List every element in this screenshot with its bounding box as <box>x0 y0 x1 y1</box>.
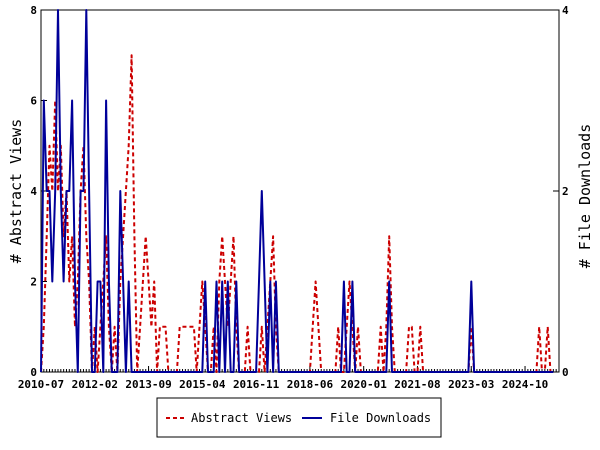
x-tick-label: 2018-06 <box>287 378 334 391</box>
x-tick-label: 2016-11 <box>233 378 280 391</box>
x-axis: 2010-07 2012-02 2013-09 2015-04 2016-11 2018-… <box>18 366 560 391</box>
x-tick-label: 2010-07 <box>18 378 64 391</box>
y2-tick-label: 0 <box>562 366 569 379</box>
x-tick-label: 2013-09 <box>125 378 171 391</box>
legend-box <box>156 397 442 438</box>
x-tick-label: 2021-08 <box>394 378 440 391</box>
y2-tick-label: 2 <box>562 185 569 198</box>
y-tick-label: 4 <box>30 185 37 198</box>
y-axis-left: 0 2 4 6 8 <box>30 4 47 379</box>
y-tick-label: 0 <box>30 366 37 379</box>
x-tick-label: 2020-01 <box>341 378 388 391</box>
y2-tick-label: 4 <box>562 4 569 17</box>
y-axis-title: # Abstract Views <box>7 119 25 264</box>
legend-label-file-downloads: File Downloads <box>330 411 431 425</box>
legend-label-abstract-views: Abstract Views <box>191 411 292 425</box>
y-tick-label: 8 <box>30 4 37 17</box>
x-tick-label: 2012-02 <box>72 378 118 391</box>
series-line-file-downloads <box>40 9 554 373</box>
series-layer <box>40 9 554 373</box>
y-tick-label: 2 <box>30 276 37 289</box>
y-axis-right: 0 2 4 <box>553 4 569 379</box>
legend: Abstract Views File Downloads <box>156 397 442 438</box>
x-tick-label: 2024-10 <box>502 378 548 391</box>
y2-axis-title: # File Downloads <box>576 124 594 269</box>
x-tick-label: 2023-03 <box>448 378 494 391</box>
x-tick-label: 2015-04 <box>179 378 226 391</box>
y-tick-label: 6 <box>30 95 37 108</box>
